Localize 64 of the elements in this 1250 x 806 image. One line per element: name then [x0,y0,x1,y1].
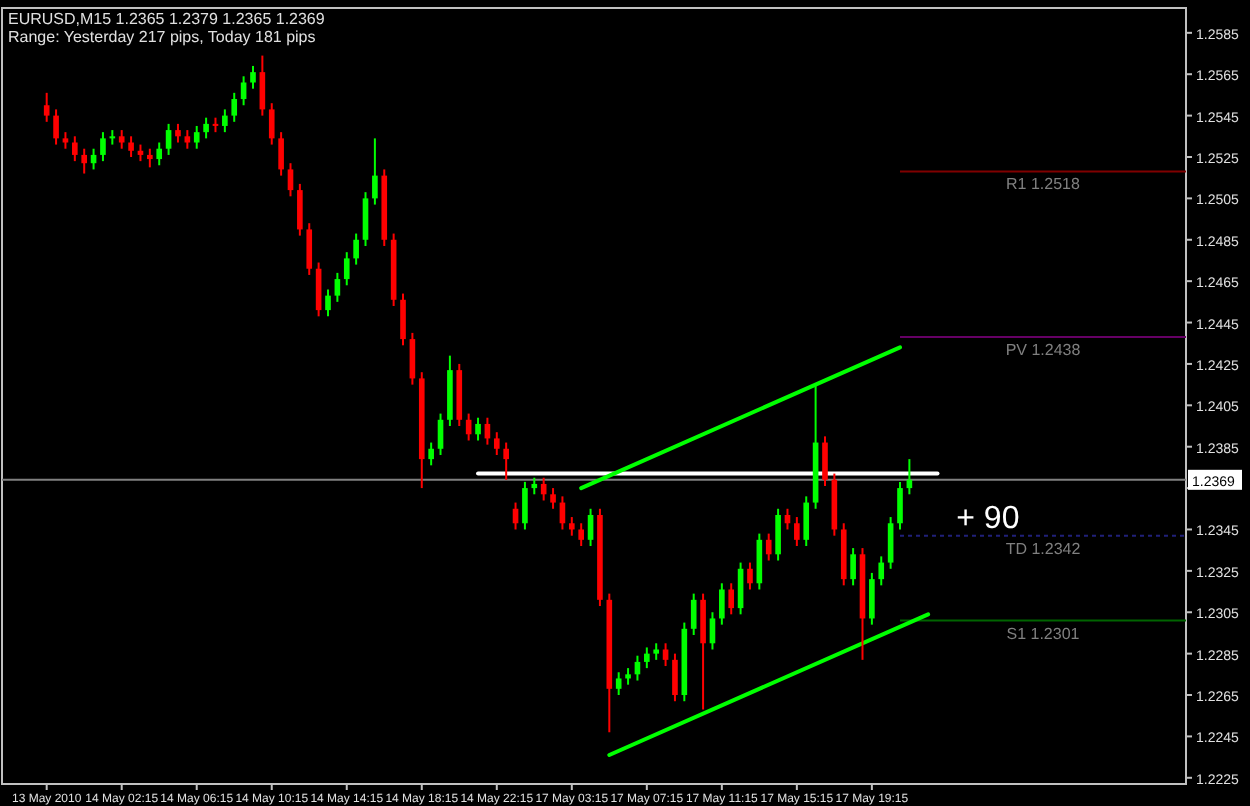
annotation: + 90 [956,502,1020,536]
candlestick [100,131,106,163]
candlestick [503,441,509,481]
candlestick [747,561,753,591]
candlestick [765,532,772,562]
candlestick [700,592,706,711]
candlestick [72,135,78,163]
candlestick [897,480,903,531]
candlestick [428,441,434,467]
candlestick [165,122,172,156]
candlestick [297,182,303,237]
candlestick [822,435,828,488]
candlestick [128,135,134,158]
candlestick [306,222,313,276]
candlestick [250,64,256,90]
candlestick [43,91,50,123]
candlestick [325,288,331,318]
candlestick [147,147,153,169]
candlestick [475,416,481,442]
candlestick [287,162,294,198]
candlestick [568,516,575,537]
candlestick [690,592,697,637]
candlestick [794,516,800,548]
ref-line-label: R1 1.2518 [1006,175,1082,194]
chart-title: EURUSD,M15 1.2365 1.2379 1.2365 1.2369 [8,10,326,28]
candlestick [343,251,350,287]
candlestick [522,480,528,531]
candlestick [203,116,209,140]
candlestick [334,271,341,303]
candlestick [175,122,181,144]
candlestick [550,487,556,510]
ref-line-label: PV 1.2438 [1005,341,1082,360]
candlestick [118,129,125,150]
text: Range: Yesterday 217 pips, Today 181 pips [8,28,316,46]
candlestick [184,129,191,150]
candlestick [775,507,781,562]
candlestick [372,137,378,206]
candlestick [193,124,200,150]
ref-line-label: TD 1.2342 [1005,539,1082,558]
candlestick [887,516,894,570]
candlestick [803,495,810,548]
candlestick [268,102,275,146]
candlestick [231,91,238,123]
candlestick [222,108,228,134]
candlestick [353,232,359,266]
candlestick [53,108,59,146]
candlestick [850,547,856,587]
ref-line-label: S1 1.2301 [1006,624,1081,643]
candlestick [278,131,284,177]
candlestick [493,431,500,456]
candlestick [719,582,725,626]
candlestick [878,555,885,587]
candlestick [400,292,406,347]
candlestick [578,522,584,548]
candlestick [156,141,163,167]
candlestick [662,642,669,668]
candlestick [728,582,735,616]
candlestick [81,147,88,175]
candlestick [362,191,369,247]
candlestick [615,671,622,697]
candlestick [869,571,875,626]
candlestick [672,652,678,703]
candlestick [240,75,247,107]
candlestick [644,646,650,670]
